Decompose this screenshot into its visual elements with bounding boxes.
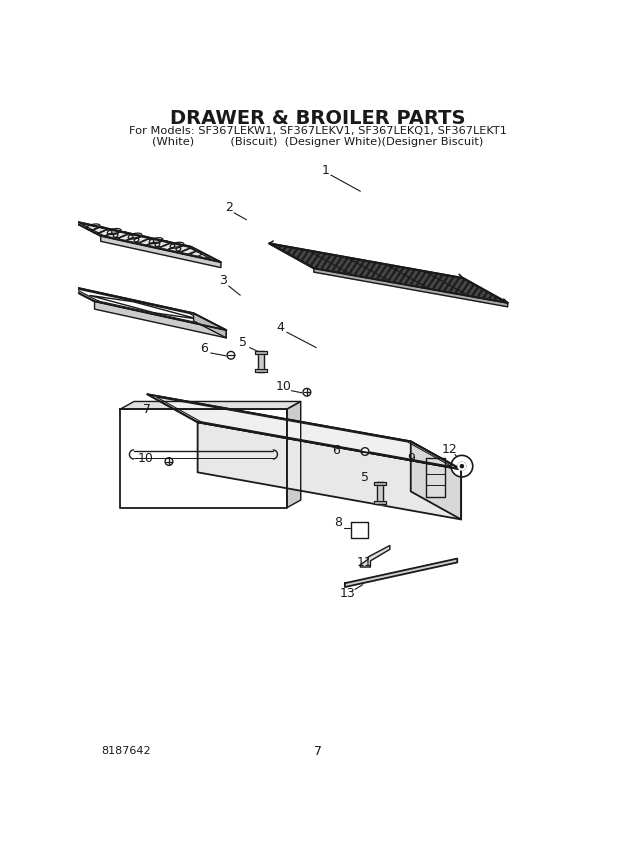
Polygon shape [410,442,461,520]
Text: 5: 5 [361,471,369,484]
Text: 7: 7 [314,745,322,758]
Text: 4: 4 [277,321,285,334]
Text: 13: 13 [340,586,356,600]
Circle shape [458,462,466,470]
Polygon shape [100,236,221,268]
Polygon shape [269,243,508,303]
Polygon shape [345,559,458,587]
Polygon shape [351,522,368,538]
Polygon shape [255,369,267,372]
Polygon shape [193,313,226,338]
Polygon shape [286,401,301,508]
Circle shape [227,352,235,360]
Text: 1: 1 [322,164,329,177]
Polygon shape [373,482,386,485]
Polygon shape [255,351,267,354]
Text: 8187642: 8187642 [100,746,151,756]
Polygon shape [71,221,221,262]
Circle shape [165,458,173,466]
Polygon shape [427,459,445,497]
Text: 2: 2 [226,201,233,214]
Text: 10: 10 [138,452,154,465]
Text: 7: 7 [143,403,151,417]
Polygon shape [258,351,264,372]
Circle shape [303,389,311,396]
Circle shape [451,455,473,477]
Text: 9: 9 [407,452,415,465]
Text: 10: 10 [276,379,291,393]
Polygon shape [198,422,461,520]
Polygon shape [94,301,226,338]
Circle shape [458,462,466,470]
Text: For Models: SF367LEKW1, SF367LEKV1, SF367LEKQ1, SF367LEKT1: For Models: SF367LEKW1, SF367LEKV1, SF36… [129,126,507,136]
Text: 3: 3 [219,274,227,287]
Polygon shape [120,409,286,508]
Polygon shape [148,395,461,469]
Text: eReplacementParts.com: eReplacementParts.com [223,461,350,471]
Text: 5: 5 [239,336,247,349]
Text: 6: 6 [200,342,208,355]
Polygon shape [62,284,226,330]
Circle shape [460,465,464,467]
Text: 6: 6 [332,444,340,457]
Text: 11: 11 [357,556,373,569]
Circle shape [361,448,369,455]
Text: (White)          (Biscuit)  (Designer White)(Designer Biscuit): (White) (Biscuit) (Designer White)(Desig… [152,137,484,147]
Polygon shape [314,268,508,306]
Text: 12: 12 [441,443,458,455]
Polygon shape [80,223,211,259]
Text: 8: 8 [334,516,342,529]
Polygon shape [373,501,386,504]
Polygon shape [360,545,390,567]
Text: DRAWER & BROILER PARTS: DRAWER & BROILER PARTS [170,109,466,128]
Polygon shape [120,401,301,409]
Polygon shape [377,482,383,504]
